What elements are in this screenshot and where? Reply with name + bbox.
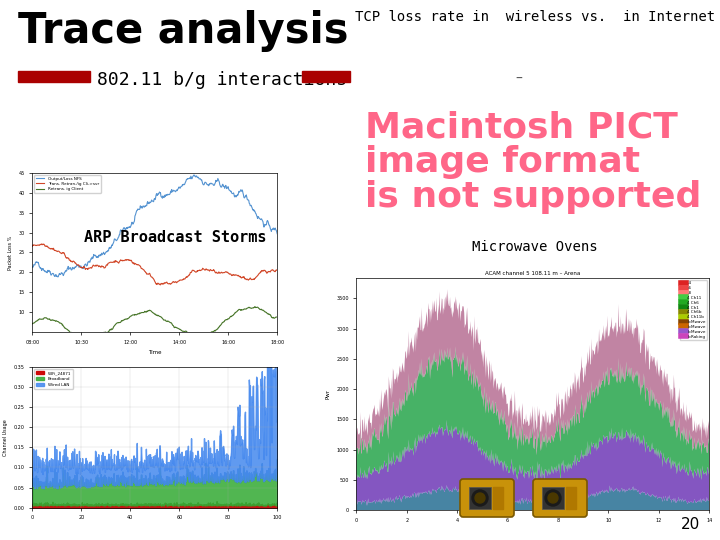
Circle shape	[548, 493, 558, 503]
Text: –: –	[515, 72, 522, 86]
Text: Macintosh PICT: Macintosh PICT	[365, 110, 678, 144]
X-axis label: Time: Time	[148, 350, 161, 355]
Legend: WiFi_24871, Broadband, Wired LAN: WiFi_24871, Broadband, Wired LAN	[35, 369, 73, 389]
Circle shape	[475, 493, 485, 503]
Text: Microwave Ovens: Microwave Ovens	[472, 240, 598, 254]
Text: Trace analysis: Trace analysis	[18, 10, 348, 52]
FancyBboxPatch shape	[460, 479, 514, 517]
Bar	[302, 71, 350, 82]
Bar	[566, 487, 576, 509]
Y-axis label: Channel Usage: Channel Usage	[4, 419, 9, 456]
Legend: -4, -6, -8, 4 Ch11, 4 Ch6, 4 Ch1, 4 Ch6b, 4 Ch11b, b:Mwave, b:Mwave, b:Mwave, b:: -4, -6, -8, 4 Ch11, 4 Ch6, 4 Ch1, 4 Ch6b…	[680, 280, 707, 340]
FancyBboxPatch shape	[542, 487, 564, 509]
Circle shape	[545, 490, 561, 506]
Text: TCP loss rate in  wireless vs.  in Internet: TCP loss rate in wireless vs. in Interne…	[355, 10, 715, 24]
Text: 20: 20	[680, 517, 700, 532]
Bar	[493, 487, 503, 509]
Text: is not supported: is not supported	[365, 180, 701, 214]
FancyBboxPatch shape	[469, 487, 491, 509]
Bar	[18, 71, 90, 82]
Text: ARP Broadcast Storms: ARP Broadcast Storms	[84, 230, 266, 245]
Text: 802.11 b/g interactions: 802.11 b/g interactions	[97, 71, 347, 89]
Text: image format: image format	[365, 145, 640, 179]
FancyBboxPatch shape	[533, 479, 587, 517]
Title: ACAM channel 5 108.11 m – Arena: ACAM channel 5 108.11 m – Arena	[485, 271, 580, 276]
Y-axis label: Pwr: Pwr	[325, 389, 330, 399]
Legend: Output/Loss NFS, Trans. Retran./ig Cli->svr, Retrans. ig Client: Output/Loss NFS, Trans. Retran./ig Cli->…	[35, 175, 101, 193]
Circle shape	[472, 490, 488, 506]
Y-axis label: Packet Loss %: Packet Loss %	[8, 235, 13, 269]
